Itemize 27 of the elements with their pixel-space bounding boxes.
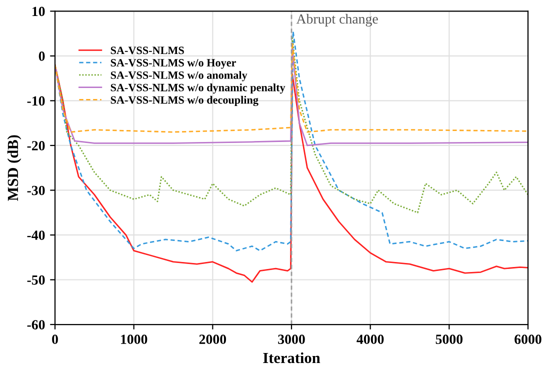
y-tick-label: -50 (27, 275, 45, 285)
x-tick-label: 3000 (278, 334, 305, 344)
x-tick-label: 6000 (514, 334, 542, 344)
line-series (55, 30, 528, 252)
legend-label: SA-VSS-NLMS (110, 46, 184, 54)
y-tick-label: -20 (27, 141, 45, 150)
legend-label: SA-VSS-NLMS w/o Hoyer (110, 59, 236, 69)
x-tick-label: 5000 (436, 334, 463, 344)
y-tick-label: -60 (27, 320, 45, 330)
line-series (55, 37, 528, 214)
legend-label: SA-VSS-NLMS w/o anomaly (110, 71, 248, 82)
y-axis-title: MSD (dB) (7, 135, 22, 201)
line-series (55, 46, 528, 146)
line-series (55, 42, 528, 133)
x-tick-label: 4000 (356, 334, 384, 344)
y-tick-label: -10 (27, 96, 45, 106)
x-tick-label: 0 (52, 334, 58, 344)
x-tick-label: 1000 (121, 334, 148, 344)
legend-label: SA-VSS-NLMS w/o dynamic penalty (110, 83, 286, 94)
ref-line-label: Abrupt change (296, 14, 378, 27)
x-axis-title: Iteration (263, 352, 320, 364)
y-tick-label: 0 (38, 52, 45, 61)
y-tick-label: 10 (32, 6, 45, 16)
y-tick-label: -30 (27, 186, 45, 196)
y-tick-label: -40 (27, 230, 45, 240)
legend-label: SA-VSS-NLMS w/o decoupling (110, 96, 258, 106)
x-tick-label: 2000 (199, 334, 226, 344)
